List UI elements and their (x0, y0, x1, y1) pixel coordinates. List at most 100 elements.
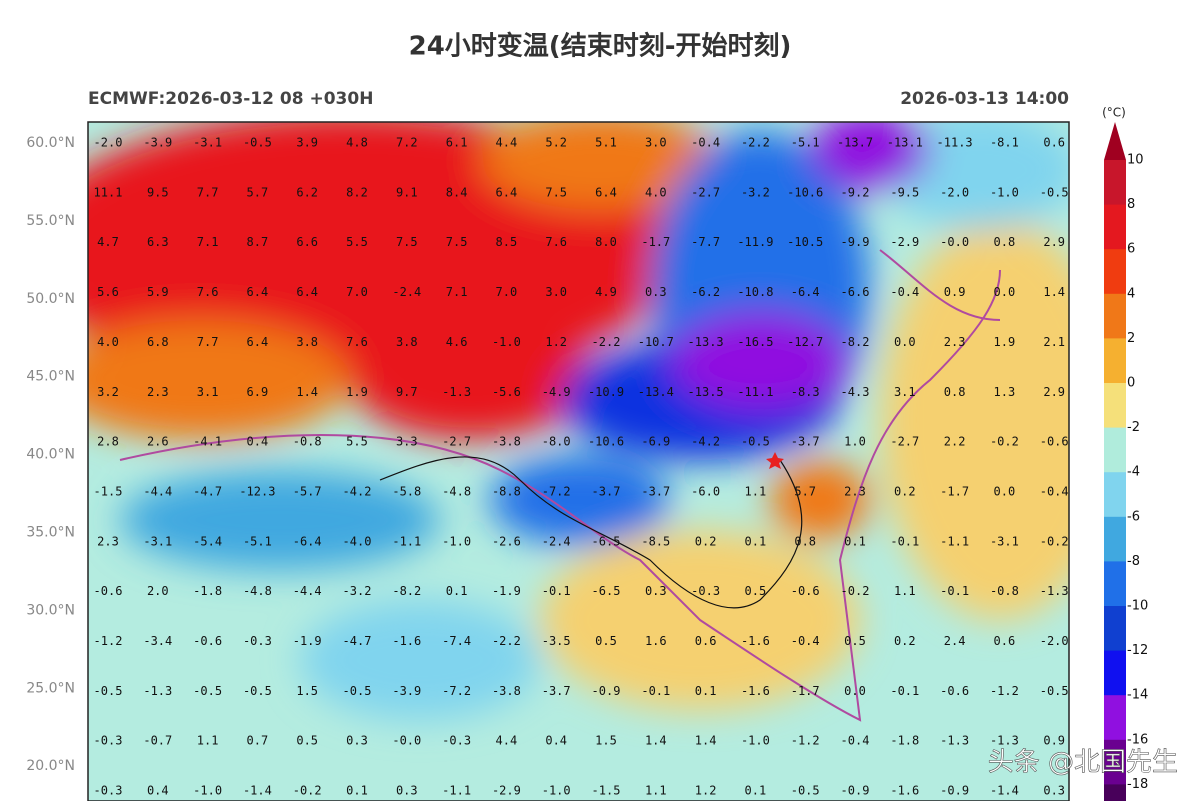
grid-value: 2.3 (97, 534, 119, 548)
grid-value: -0.6 (94, 584, 123, 598)
grid-value: 3.9 (296, 136, 318, 150)
grid-value: 3.0 (645, 136, 667, 150)
grid-value: -4.4 (293, 584, 322, 598)
grid-value: -0.1 (542, 584, 571, 598)
grid-value: 1.4 (296, 385, 318, 399)
grid-value: 1.9 (994, 335, 1016, 349)
grid-value: -4.7 (343, 634, 372, 648)
grid-value: -4.2 (343, 484, 372, 498)
grid-value: 0.8 (944, 385, 966, 399)
grid-value: 5.5 (346, 435, 368, 449)
watermark: 头条 @北国先生 (988, 748, 1178, 778)
grid-value: -0.3 (691, 584, 720, 598)
grid-value: 1.2 (545, 335, 567, 349)
grid-value: 8.7 (247, 235, 269, 249)
grid-value: -1.7 (791, 684, 820, 698)
grid-value: 7.7 (197, 185, 219, 199)
grid-value: -2.7 (890, 435, 919, 449)
grid-value: -0.5 (791, 784, 820, 798)
grid-value: -0.8 (990, 584, 1019, 598)
grid-value: -3.5 (542, 634, 571, 648)
grid-value: 7.0 (346, 285, 368, 299)
grid-value: -0.9 (940, 784, 969, 798)
grid-value: -13.3 (688, 335, 724, 349)
grid-value: 0.1 (446, 584, 468, 598)
grid-value: 1.1 (745, 484, 767, 498)
grid-value: -10.7 (638, 335, 674, 349)
grid-value: -3.7 (542, 684, 571, 698)
grid-value: 0.5 (745, 584, 767, 598)
colorbar-segment (1104, 472, 1126, 518)
grid-value: -8.1 (990, 136, 1019, 150)
grid-value: -0.5 (243, 136, 272, 150)
grid-value: -2.9 (492, 784, 521, 798)
grid-value: -0.2 (841, 584, 870, 598)
grid-value: -0.1 (890, 684, 919, 698)
grid-value: -0.5 (1040, 684, 1069, 698)
grid-value: 3.8 (396, 335, 418, 349)
grid-value: 3.8 (296, 335, 318, 349)
grid-value: -13.1 (887, 136, 923, 150)
grid-value: -5.1 (791, 136, 820, 150)
colorbar-label: 10 (1127, 153, 1144, 168)
grid-value: 2.9 (1043, 235, 1065, 249)
grid-value: -0.6 (1040, 435, 1069, 449)
grid-value: 0.7 (247, 734, 269, 748)
grid-value: 1.0 (844, 435, 866, 449)
grid-value: -4.2 (691, 435, 720, 449)
colorbar-label: -4 (1127, 465, 1140, 480)
colorbar-segment (1104, 650, 1126, 696)
grid-value: 0.4 (247, 435, 269, 449)
grid-value: -4.0 (343, 534, 372, 548)
colorbar-label: -8 (1127, 554, 1140, 569)
colorbar-segment (1104, 427, 1126, 473)
grid-value: 1.1 (894, 584, 916, 598)
grid-value: -4.8 (442, 484, 471, 498)
colorbar-segment (1104, 516, 1126, 562)
grid-value: 5.2 (545, 136, 567, 150)
colorbar-segment (1104, 739, 1126, 785)
grid-value: -12.3 (239, 484, 275, 498)
colorbar-label: 4 (1127, 286, 1135, 301)
grid-value: -2.2 (492, 634, 521, 648)
grid-value: 2.8 (97, 435, 119, 449)
colorbar-label: -10 (1127, 599, 1148, 614)
grid-value: -0.6 (193, 634, 222, 648)
grid-value: -10.8 (737, 285, 773, 299)
grid-value: 0.1 (346, 784, 368, 798)
grid-value: 1.2 (695, 784, 717, 798)
grid-value: 7.5 (396, 235, 418, 249)
grid-value: 2.9 (1043, 385, 1065, 399)
grid-value: 0.1 (695, 684, 717, 698)
grid-value: 7.6 (545, 235, 567, 249)
grid-value: 0.1 (745, 784, 767, 798)
grid-value: 6.4 (247, 335, 269, 349)
grid-value: 8.2 (346, 185, 368, 199)
grid-value: -2.4 (542, 534, 571, 548)
grid-value: 7.6 (197, 285, 219, 299)
grid-value: 4.4 (496, 734, 518, 748)
grid-value: -1.2 (94, 634, 123, 648)
grid-value: -0.9 (841, 784, 870, 798)
grid-value: 6.3 (147, 235, 169, 249)
grid-value: -8.5 (641, 534, 670, 548)
colorbar-label: 8 (1127, 197, 1135, 212)
grid-value: 0.3 (396, 784, 418, 798)
grid-value: -4.4 (143, 484, 172, 498)
grid-value: -3.8 (492, 684, 521, 698)
grid-value: 1.4 (695, 734, 717, 748)
grid-value: -3.9 (143, 136, 172, 150)
grid-value: -4.9 (542, 385, 571, 399)
grid-value: -7.2 (542, 484, 571, 498)
grid-value: 7.1 (197, 235, 219, 249)
grid-value: -5.4 (193, 534, 222, 548)
grid-value: -0.3 (442, 734, 471, 748)
grid-value: 0.3 (645, 285, 667, 299)
grid-value: 8.0 (595, 235, 617, 249)
grid-value: 5.6 (97, 285, 119, 299)
grid-value: -2.0 (940, 185, 969, 199)
grid-value: 9.5 (147, 185, 169, 199)
colorbar-segment (1104, 695, 1126, 741)
grid-value: -3.7 (592, 484, 621, 498)
grid-value: -7.4 (442, 634, 471, 648)
